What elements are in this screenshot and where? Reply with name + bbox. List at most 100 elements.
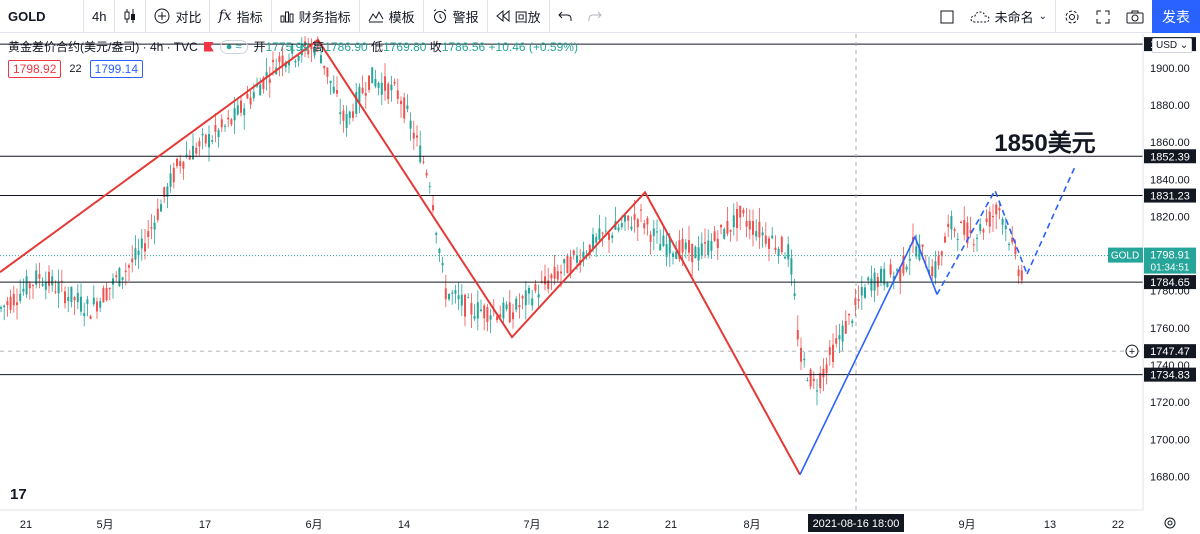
candle-body: [169, 173, 172, 187]
candle-body: [563, 259, 566, 264]
compare-button[interactable]: 对比: [146, 0, 211, 33]
candle-body: [713, 231, 716, 241]
candle-body: [144, 243, 146, 252]
candle-body: [108, 287, 111, 290]
symbol-label: GOLD: [8, 8, 46, 24]
candle-body: [704, 242, 706, 244]
price-axis[interactable]: 1680.001700.001720.001740.001760.001780.…: [1108, 34, 1200, 510]
high-label: 高: [312, 40, 325, 54]
publish-button[interactable]: 发表: [1152, 0, 1200, 33]
candle-body: [838, 335, 841, 340]
candle-body: [822, 368, 825, 378]
candle-body: [99, 301, 102, 308]
time-axis[interactable]: 21 5月 17 6月 14 7月 12 21 8月 9月 13 22 2021-08-16 18:00: [0, 509, 1200, 534]
time-axis-bg: [0, 510, 1200, 534]
candle-body: [608, 233, 610, 240]
candle-body: [739, 205, 742, 218]
candle-body: [832, 344, 834, 363]
candle-body: [883, 268, 886, 285]
candle-body: [950, 216, 953, 230]
candle-body: [35, 270, 38, 285]
axis-settings-icon[interactable]: [1164, 517, 1176, 529]
level-price-tag[interactable]: [1144, 367, 1196, 382]
candle-body: [755, 231, 758, 237]
annotation-text[interactable]: 1850美元: [994, 129, 1095, 157]
level-price-tag[interactable]: [1144, 188, 1196, 203]
financials-button[interactable]: 财务指标: [272, 0, 360, 33]
indicators-button[interactable]: fx 指标: [210, 0, 272, 33]
candle-body: [700, 243, 703, 256]
replay-button[interactable]: 回放: [488, 0, 550, 33]
candle-body: [332, 86, 335, 93]
market-status-pill[interactable]: ● ≈: [219, 39, 248, 54]
level-price-label: 1831.23: [1150, 191, 1190, 203]
layout-name-button[interactable]: 未命名 ⌄: [962, 0, 1056, 33]
candle-body: [128, 265, 130, 268]
tradingview-logo[interactable]: 17: [10, 486, 27, 503]
layout-toggle-button[interactable]: [932, 0, 962, 33]
candle-body: [953, 229, 956, 231]
candle-body: [179, 160, 182, 167]
currency-selector[interactable]: USD ⌄: [1152, 38, 1193, 53]
undo-button[interactable]: [550, 0, 580, 33]
candle-body: [25, 276, 28, 295]
candle-body: [252, 92, 255, 99]
current-price-tag[interactable]: [1144, 247, 1196, 274]
redo-button[interactable]: [580, 0, 610, 33]
templates-button[interactable]: 模板: [360, 0, 424, 33]
candle-body: [28, 283, 31, 289]
redo-icon: [588, 10, 602, 22]
bid-price[interactable]: 1798.92: [8, 60, 62, 78]
ask-price[interactable]: 1799.14: [89, 60, 144, 78]
candle-body: [844, 320, 847, 334]
candle-body: [377, 82, 380, 88]
trend-projection-extension[interactable]: [1026, 164, 1077, 275]
candle-body: [576, 255, 578, 263]
candle-body: [336, 90, 338, 94]
candle-body: [931, 266, 934, 277]
candle-body: [73, 297, 76, 301]
candle-body: [806, 380, 809, 382]
candle-body: [812, 378, 815, 382]
settings-button[interactable]: [1056, 0, 1088, 33]
candle-body: [601, 232, 604, 234]
candle-body: [652, 228, 655, 237]
crosshair-price-tag: [1144, 344, 1196, 359]
candle-body: [464, 294, 466, 317]
candle-body: [1008, 243, 1010, 245]
candle-body: [825, 364, 828, 373]
fullscreen-button[interactable]: [1088, 0, 1118, 33]
interval-button[interactable]: 4h: [84, 0, 116, 33]
candle-body: [1004, 225, 1007, 230]
candle-body: [659, 244, 662, 251]
snapshot-button[interactable]: [1118, 0, 1152, 33]
candle-body: [774, 247, 777, 250]
zigzag-line[interactable]: [0, 38, 801, 476]
add-alert-icon[interactable]: [1125, 344, 1139, 358]
candle-body: [729, 229, 732, 232]
level-price-tag[interactable]: [1144, 275, 1196, 290]
plus-circle-icon: [154, 8, 170, 24]
trend-projection[interactable]: [936, 188, 1028, 295]
candle-body: [121, 277, 124, 280]
candle-body: [592, 234, 594, 250]
candle-body: [604, 230, 607, 232]
price-tick-label: 1840.00: [1150, 174, 1190, 186]
toolbar-right: 未命名 ⌄ 发表: [932, 0, 1200, 33]
trend-line[interactable]: [799, 234, 938, 475]
candle-body: [220, 119, 223, 128]
symbol-search-button[interactable]: GOLD: [0, 0, 84, 33]
level-price-tag[interactable]: [1144, 149, 1196, 164]
candle-body: [681, 238, 684, 253]
candle-body: [422, 161, 425, 163]
alert-button[interactable]: 警报: [424, 0, 488, 33]
chart-type-button[interactable]: [115, 0, 147, 33]
candle-body: [944, 236, 946, 243]
candle-body: [627, 215, 630, 221]
instrument-title[interactable]: 黄金差价合约(美元/盎司) · 4h · TVC: [8, 40, 198, 54]
candle-body: [502, 302, 505, 319]
gear-icon: [1064, 9, 1080, 25]
alarm-clock-icon: [432, 8, 448, 24]
candle-body: [668, 236, 671, 254]
